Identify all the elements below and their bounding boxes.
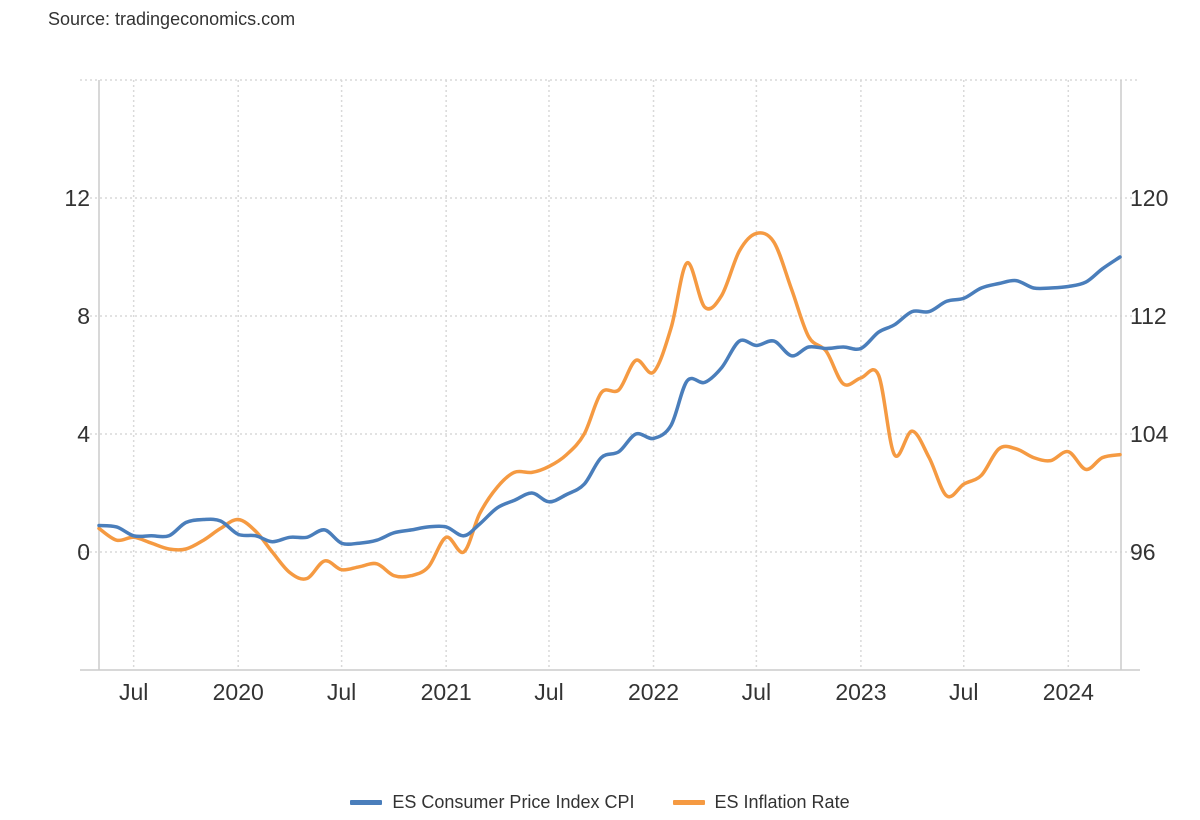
legend: ES Consumer Price Index CPI ES Inflation… (0, 792, 1200, 813)
left-axis-tick-label: 8 (77, 303, 90, 329)
legend-swatch-cpi (350, 800, 383, 805)
x-axis-tick-label: 2021 (421, 679, 472, 705)
series-line-inflation (97, 231, 1122, 581)
grid (80, 79, 1140, 670)
x-axis-tick-label: 2020 (213, 679, 264, 705)
legend-swatch-inflation (672, 800, 705, 805)
axes (80, 80, 1140, 671)
legend-label-inflation: ES Inflation Rate (714, 792, 850, 812)
source-label: Source: tradingeconomics.com (48, 9, 296, 29)
x-axis-tick-label: 2024 (1043, 679, 1094, 705)
x-axis-tick-label: Jul (119, 679, 148, 705)
x-axis-tick-label: Jul (949, 679, 978, 705)
series-lines (97, 231, 1122, 581)
right-axis-tick-label: 120 (1130, 185, 1168, 211)
left-axis-tick-label: 12 (64, 185, 90, 211)
right-axis-tick-label: 104 (1130, 421, 1169, 447)
right-axis-tick-label: 96 (1130, 539, 1156, 565)
x-axis-tick-label: Jul (742, 679, 771, 705)
x-axis-tick-label: Jul (327, 679, 356, 705)
left-axis-tick-label: 0 (77, 539, 90, 565)
legend-label-cpi: ES Consumer Price Index CPI (392, 792, 635, 812)
legend-item-cpi[interactable]: ES Consumer Price Index CPI (350, 792, 635, 813)
left-axis-tick-label: 4 (77, 421, 90, 447)
tick-labels: 0 4 8 12 96 104 112 120 Jul 2020 Jul 2021 Jul 2022 Jul… (64, 185, 1168, 705)
x-axis-tick-label: Jul (534, 679, 563, 705)
x-axis-tick-label: 2023 (835, 679, 886, 705)
x-axis-tick-label: 2022 (628, 679, 679, 705)
right-axis-tick-label: 112 (1130, 303, 1167, 329)
series-line-cpi (97, 255, 1122, 547)
legend-item-inflation[interactable]: ES Inflation Rate (672, 792, 850, 813)
